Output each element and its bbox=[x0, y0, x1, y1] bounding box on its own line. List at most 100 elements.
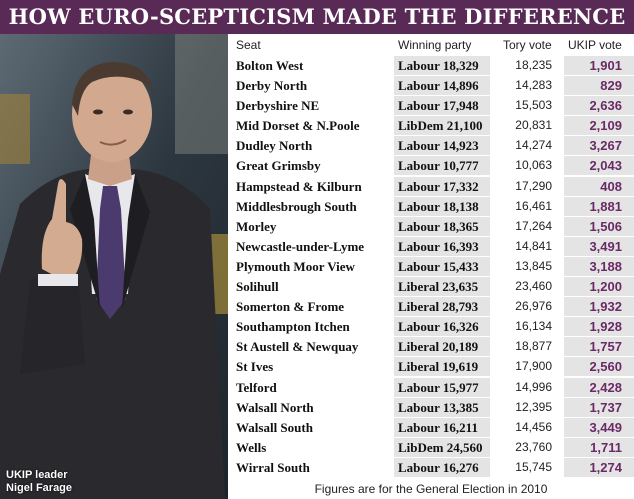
cell-ukip-vote: 1,506 bbox=[564, 216, 634, 236]
cell-seat: Mid Dorset & N.Poole bbox=[228, 116, 392, 136]
cell-winning-party: Liberal 20,189 bbox=[394, 337, 490, 357]
cell-ukip-vote: 1,928 bbox=[564, 317, 634, 337]
table-header: Seat Winning party Tory vote UKIP vote bbox=[228, 34, 634, 56]
cell-ukip-vote: 1,932 bbox=[564, 297, 634, 317]
cell-seat: Newcastle-under-Lyme bbox=[228, 236, 392, 256]
page-title: HOW EURO-SCEPTICISM MADE THE DIFFERENCE bbox=[0, 0, 634, 34]
cell-seat: Solihull bbox=[228, 277, 392, 297]
cell-tory-vote: 15,745 bbox=[492, 457, 562, 477]
cell-tory-vote: 16,461 bbox=[492, 196, 562, 216]
table-row: St Austell & Newquay Liberal 20,189 18,877… bbox=[228, 337, 634, 358]
cell-ukip-vote: 1,737 bbox=[564, 397, 634, 417]
cell-tory-vote: 17,290 bbox=[492, 176, 562, 196]
cell-tory-vote: 14,456 bbox=[492, 417, 562, 437]
cell-ukip-vote: 1,274 bbox=[564, 457, 634, 477]
cell-tory-vote: 18,235 bbox=[492, 56, 562, 75]
table-row: Somerton & Frome Liberal 28,793 26,976 1,93… bbox=[228, 297, 634, 318]
table-row: Wells LibDem 24,560 23,760 1,711 bbox=[228, 437, 634, 458]
footnote: Figures are for the General Election in … bbox=[314, 482, 548, 496]
cell-ukip-vote: 1,711 bbox=[564, 437, 634, 457]
table-row: Derbyshire NE Labour 17,948 15,503 2,636 bbox=[228, 96, 634, 117]
cell-tory-vote: 14,283 bbox=[492, 76, 562, 96]
cell-winning-party: LibDem 24,560 bbox=[394, 437, 490, 457]
table-body: Bolton West Labour 18,329 18,235 1,901 Derby… bbox=[228, 56, 634, 478]
cell-ukip-vote: 2,109 bbox=[564, 116, 634, 136]
cell-ukip-vote: 3,449 bbox=[564, 417, 634, 437]
cell-ukip-vote: 1,200 bbox=[564, 277, 634, 297]
cell-winning-party: Labour 15,977 bbox=[394, 377, 490, 397]
cell-ukip-vote: 1,757 bbox=[564, 337, 634, 357]
cell-winning-party: Labour 13,385 bbox=[394, 397, 490, 417]
cell-winning-party: Labour 18,365 bbox=[394, 216, 490, 236]
cell-seat: Bolton West bbox=[228, 56, 392, 75]
table-row: Dudley North Labour 14,923 14,274 3,267 bbox=[228, 136, 634, 157]
portrait-illustration bbox=[0, 34, 228, 499]
cell-seat: Walsall North bbox=[228, 397, 392, 417]
cell-ukip-vote: 408 bbox=[564, 176, 634, 196]
cell-winning-party: Liberal 23,635 bbox=[394, 277, 490, 297]
table-row: Walsall South Labour 16,211 14,456 3,449 bbox=[228, 417, 634, 438]
cell-tory-vote: 15,503 bbox=[492, 96, 562, 116]
cell-winning-party: LibDem 21,100 bbox=[394, 116, 490, 136]
cell-tory-vote: 16,134 bbox=[492, 317, 562, 337]
column-header-winning-party: Winning party bbox=[398, 38, 472, 52]
cell-seat: Telford bbox=[228, 377, 392, 397]
cell-tory-vote: 26,976 bbox=[492, 297, 562, 317]
caption-line-1: UKIP leader bbox=[6, 469, 68, 481]
cell-tory-vote: 23,460 bbox=[492, 277, 562, 297]
cell-seat: Great Grimsby bbox=[228, 156, 392, 176]
cell-winning-party: Labour 14,896 bbox=[394, 76, 490, 96]
cell-winning-party: Labour 15,433 bbox=[394, 256, 490, 276]
portrait-photo: UKIP leader Nigel Farage bbox=[0, 34, 228, 499]
table-row: Great Grimsby Labour 10,777 10,063 2,043 bbox=[228, 156, 634, 177]
cell-winning-party: Labour 17,332 bbox=[394, 176, 490, 196]
cell-ukip-vote: 3,267 bbox=[564, 136, 634, 156]
table-row: Mid Dorset & N.Poole LibDem 21,100 20,831 2… bbox=[228, 116, 634, 137]
cell-winning-party: Labour 18,138 bbox=[394, 196, 490, 216]
cell-ukip-vote: 2,636 bbox=[564, 96, 634, 116]
table-row: Middlesbrough South Labour 18,138 16,461 1,… bbox=[228, 196, 634, 217]
cell-tory-vote: 14,996 bbox=[492, 377, 562, 397]
table-row: Plymouth Moor View Labour 15,433 13,845 3,1… bbox=[228, 256, 634, 278]
table-row: Telford Labour 15,977 14,996 2,428 bbox=[228, 377, 634, 398]
cell-ukip-vote: 3,188 bbox=[564, 256, 634, 276]
cell-seat: Derby North bbox=[228, 76, 392, 96]
table-row: Solihull Liberal 23,635 23,460 1,200 bbox=[228, 277, 634, 298]
cell-winning-party: Labour 16,211 bbox=[394, 417, 490, 437]
cell-seat: St Austell & Newquay bbox=[228, 337, 392, 357]
column-header-seat: Seat bbox=[236, 38, 261, 52]
table-row: Wirral South Labour 16,276 15,745 1,274 bbox=[228, 457, 634, 478]
cell-seat: St Ives bbox=[228, 357, 392, 377]
cell-winning-party: Liberal 28,793 bbox=[394, 297, 490, 317]
cell-seat: Dudley North bbox=[228, 136, 392, 156]
cell-tory-vote: 10,063 bbox=[492, 156, 562, 176]
table-row: St Ives Liberal 19,619 17,900 2,560 bbox=[228, 357, 634, 378]
cell-seat: Somerton & Frome bbox=[228, 297, 392, 317]
cell-tory-vote: 12,395 bbox=[492, 397, 562, 417]
cell-seat: Plymouth Moor View bbox=[228, 256, 392, 276]
cell-tory-vote: 17,264 bbox=[492, 216, 562, 236]
table-row: Hampstead & Kilburn Labour 17,332 17,290 40… bbox=[228, 176, 634, 197]
cell-ukip-vote: 1,881 bbox=[564, 196, 634, 216]
cell-seat: Walsall South bbox=[228, 417, 392, 437]
cell-seat: Wirral South bbox=[228, 457, 392, 477]
cell-winning-party: Labour 16,326 bbox=[394, 317, 490, 337]
cell-tory-vote: 14,841 bbox=[492, 236, 562, 256]
cell-seat: Southampton Itchen bbox=[228, 317, 392, 337]
column-header-tory-vote: Tory vote bbox=[503, 38, 552, 52]
cell-winning-party: Labour 16,393 bbox=[394, 236, 490, 256]
cell-seat: Middlesbrough South bbox=[228, 196, 392, 216]
cell-seat: Hampstead & Kilburn bbox=[228, 176, 392, 196]
photo-caption: UKIP leader Nigel Farage bbox=[6, 469, 72, 495]
cell-winning-party: Labour 16,276 bbox=[394, 457, 490, 477]
cell-winning-party: Labour 18,329 bbox=[394, 56, 490, 75]
cell-winning-party: Labour 14,923 bbox=[394, 136, 490, 156]
cell-winning-party: Labour 10,777 bbox=[394, 156, 490, 176]
cell-ukip-vote: 2,428 bbox=[564, 377, 634, 397]
cell-ukip-vote: 2,043 bbox=[564, 156, 634, 176]
cell-seat: Wells bbox=[228, 437, 392, 457]
cell-tory-vote: 23,760 bbox=[492, 437, 562, 457]
cell-ukip-vote: 1,901 bbox=[564, 56, 634, 75]
table-row: Morley Labour 18,365 17,264 1,506 bbox=[228, 216, 634, 237]
table-row: Southampton Itchen Labour 16,326 16,134 1,9… bbox=[228, 317, 634, 338]
